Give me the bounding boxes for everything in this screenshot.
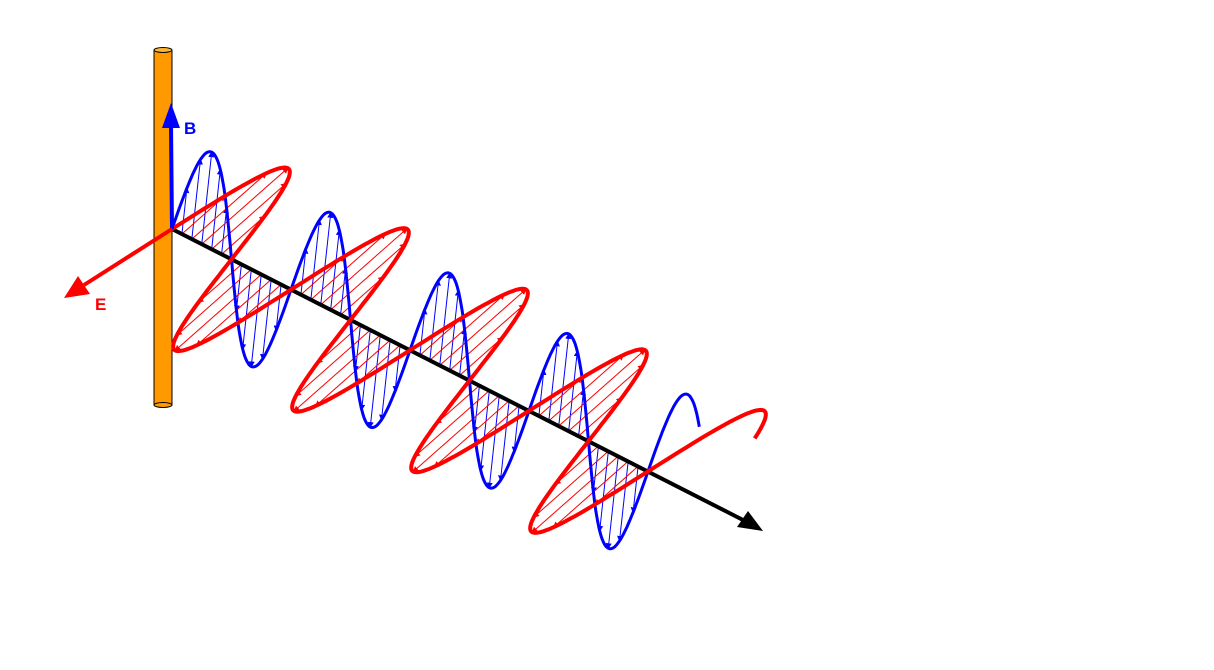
e-vector-arrow bbox=[552, 460, 629, 528]
b-vector-arrow bbox=[538, 368, 547, 416]
b-vector-arrow bbox=[379, 340, 391, 421]
b-vector-arrow bbox=[511, 405, 520, 453]
b-vector-arrow bbox=[340, 267, 349, 315]
b-vector-arrow bbox=[471, 385, 480, 433]
b-vector-arrow bbox=[590, 446, 599, 494]
e-vector-arrow bbox=[320, 228, 408, 306]
e-vector-arrow bbox=[310, 233, 387, 301]
b-vector-arrow bbox=[367, 334, 381, 429]
b-vector-arrow bbox=[310, 219, 322, 300]
b-vector-arrow bbox=[449, 289, 461, 371]
e-vector-arrow bbox=[295, 329, 371, 397]
b-vector-arrow bbox=[429, 279, 441, 361]
b-axis-arrow bbox=[162, 103, 180, 230]
e-vector-arrow bbox=[533, 450, 609, 518]
e-vector-arrow bbox=[174, 274, 262, 352]
b-vector-arrow bbox=[439, 272, 453, 366]
b-vector-arrow bbox=[558, 332, 572, 427]
b-vector-arrow bbox=[578, 389, 587, 437]
e-vector-arrow bbox=[568, 364, 644, 432]
e-vector-arrow bbox=[176, 269, 252, 336]
b-vector-arrow bbox=[300, 247, 309, 295]
b-vector-arrow bbox=[459, 328, 468, 376]
b-vector-arrow bbox=[273, 284, 282, 332]
b-vector-arrow bbox=[568, 350, 580, 432]
e-vector-arrow bbox=[414, 390, 490, 458]
e-vector-arrow bbox=[449, 303, 525, 371]
b-vector-arrow bbox=[478, 390, 490, 472]
e-vector-arrow bbox=[201, 167, 289, 245]
e-vector-arrow bbox=[429, 293, 506, 361]
e-vector-arrow bbox=[314, 339, 391, 407]
e-field-label: E bbox=[95, 295, 106, 314]
b-vector-arrow bbox=[630, 466, 639, 514]
e-vector-arrow bbox=[439, 288, 527, 366]
e-vector-arrow bbox=[195, 279, 272, 346]
e-vector-arrow bbox=[433, 400, 510, 468]
b-vector-arrow bbox=[548, 340, 560, 421]
b-vector-arrow bbox=[320, 211, 334, 305]
b-field-wave bbox=[170, 150, 701, 551]
b-vector-arrow bbox=[359, 329, 371, 411]
b-vector-arrow bbox=[211, 168, 223, 250]
antenna bbox=[153, 47, 173, 408]
b-vector-arrow bbox=[419, 308, 428, 356]
e-vector-arrow bbox=[548, 354, 625, 422]
b-vector-arrow bbox=[233, 264, 242, 312]
b-vector-arrow bbox=[201, 151, 215, 245]
b-vector-arrow bbox=[221, 207, 230, 255]
b-vector-arrow bbox=[260, 279, 272, 361]
b-vector-arrow bbox=[330, 229, 342, 310]
propagation-axis bbox=[171, 227, 746, 523]
b-vector-arrow bbox=[191, 158, 203, 240]
b-field-vectors bbox=[181, 151, 639, 550]
b-field-label: B bbox=[184, 119, 196, 138]
e-field-wave bbox=[170, 165, 768, 535]
e-vector-arrow bbox=[330, 243, 406, 311]
e-vector-arrow bbox=[293, 334, 381, 412]
propagation-arrowhead bbox=[737, 511, 763, 531]
e-vector-arrow bbox=[558, 349, 646, 427]
b-vector-arrow bbox=[597, 451, 609, 532]
b-vector-arrow bbox=[486, 395, 500, 489]
b-vector-arrow bbox=[352, 324, 361, 372]
b-vector-arrow bbox=[605, 456, 619, 550]
b-vector-arrow bbox=[617, 461, 629, 542]
e-vector-arrow bbox=[531, 455, 619, 533]
b-vector-arrow bbox=[181, 187, 190, 235]
e-axis-arrow bbox=[64, 227, 174, 298]
e-vector-arrow bbox=[211, 182, 287, 250]
b-vector-arrow bbox=[392, 345, 401, 393]
b-vector-arrow bbox=[498, 400, 510, 482]
e-vector-arrow bbox=[191, 172, 268, 240]
b-vector-arrow bbox=[248, 274, 262, 368]
e-vector-arrow bbox=[412, 395, 500, 473]
b-vector-arrow bbox=[240, 269, 252, 351]
